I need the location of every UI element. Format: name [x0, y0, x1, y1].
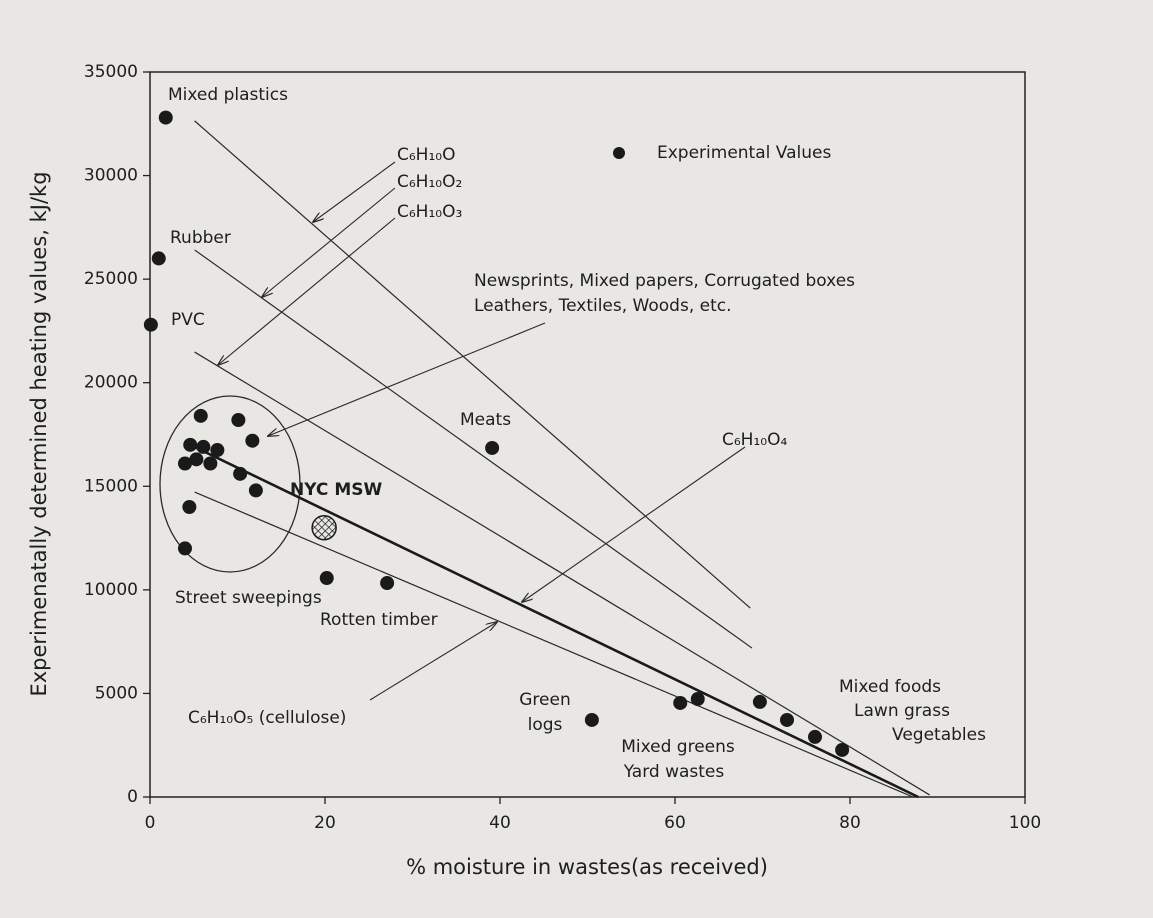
- annotation: logs: [528, 715, 563, 735]
- y-tick-label: 35000: [84, 62, 138, 82]
- theory-line: [194, 491, 914, 798]
- annotation: Lawn grass: [854, 701, 950, 721]
- data-point: [311, 514, 337, 541]
- data-point: [673, 695, 688, 710]
- x-tick-label: 100: [1009, 813, 1041, 833]
- annotation: Green: [519, 690, 570, 710]
- y-tick-label: 0: [127, 787, 138, 807]
- data-point: [808, 729, 822, 744]
- arrow: [262, 187, 396, 297]
- y-axis-title: Experimenatally determined heating value…: [27, 171, 51, 696]
- data-point: [752, 694, 767, 709]
- data-point: [835, 742, 850, 757]
- data-point: [780, 712, 794, 727]
- line-label: C₆H₁₀O₄: [722, 430, 787, 450]
- line-label: C₆H₁₀O₅ (cellulose): [188, 708, 346, 728]
- y-tick-label: 15000: [84, 476, 138, 496]
- x-tick-label: 80: [839, 813, 861, 833]
- data-point: [158, 110, 173, 125]
- annotation: Mixed foods: [839, 677, 941, 697]
- x-tick-label: 60: [664, 813, 686, 833]
- annotation: Mixed plastics: [168, 85, 288, 105]
- data-point: [203, 456, 218, 471]
- annotation: Mixed greens: [621, 737, 735, 757]
- data-point: [245, 433, 260, 448]
- data-point: [319, 571, 334, 586]
- arrow: [218, 217, 396, 365]
- annotation: Vegetables: [892, 725, 986, 745]
- arrow: [369, 622, 497, 701]
- data-point: [233, 466, 248, 481]
- data-point: [143, 317, 158, 332]
- line-label: C₆H₁₀O: [397, 145, 455, 165]
- data-point: [196, 439, 211, 454]
- legend-marker: [613, 147, 625, 159]
- data-point: [178, 541, 192, 556]
- annotation: Rotten timber: [320, 610, 438, 630]
- theory-line: [194, 445, 919, 799]
- arrow: [313, 161, 396, 222]
- x-axis-title: % moisture in wastes(as received): [406, 855, 768, 879]
- data-point: [183, 437, 198, 452]
- data-point: [485, 440, 500, 455]
- theory-line: [194, 120, 751, 609]
- annotation: PVC: [171, 310, 205, 330]
- y-tick-label: 25000: [84, 269, 138, 289]
- y-tick-label: 30000: [84, 166, 138, 186]
- data-point: [210, 443, 225, 458]
- annotation: Meats: [460, 410, 511, 430]
- y-tick-label: 10000: [84, 580, 138, 600]
- data-point: [189, 452, 204, 467]
- data-point: [182, 500, 197, 514]
- theory-line: [194, 249, 753, 649]
- data-point: [380, 576, 395, 591]
- arrow: [522, 446, 746, 602]
- annotation: Yard wastes: [623, 762, 725, 782]
- point-label: NYC MSW: [290, 480, 382, 500]
- line-label: C₆H₁₀O₂: [397, 172, 462, 192]
- data-point: [248, 483, 263, 498]
- annotation: Rubber: [170, 228, 231, 248]
- cluster-ellipse: [159, 395, 301, 573]
- annotation: Street sweepings: [175, 588, 322, 608]
- arrow: [268, 322, 546, 436]
- data-point: [231, 413, 246, 427]
- data-point: [178, 456, 192, 471]
- plot-frame: [149, 71, 1026, 798]
- line-label: C₆H₁₀O₃: [397, 202, 462, 222]
- annotation: Leathers, Textiles, Woods, etc.: [474, 296, 732, 316]
- data-point: [584, 712, 599, 727]
- y-tick-label: 5000: [95, 683, 138, 703]
- x-tick-label: 40: [489, 813, 511, 833]
- data-point: [193, 408, 208, 423]
- x-tick-label: 20: [314, 813, 336, 833]
- annotation: Newsprints, Mixed papers, Corrugated box…: [474, 271, 855, 291]
- data-point: [151, 251, 166, 266]
- legend-label: Experimental Values: [657, 143, 831, 163]
- y-tick-label: 20000: [84, 373, 138, 393]
- x-tick-label: 0: [145, 813, 156, 833]
- data-point: [690, 692, 705, 707]
